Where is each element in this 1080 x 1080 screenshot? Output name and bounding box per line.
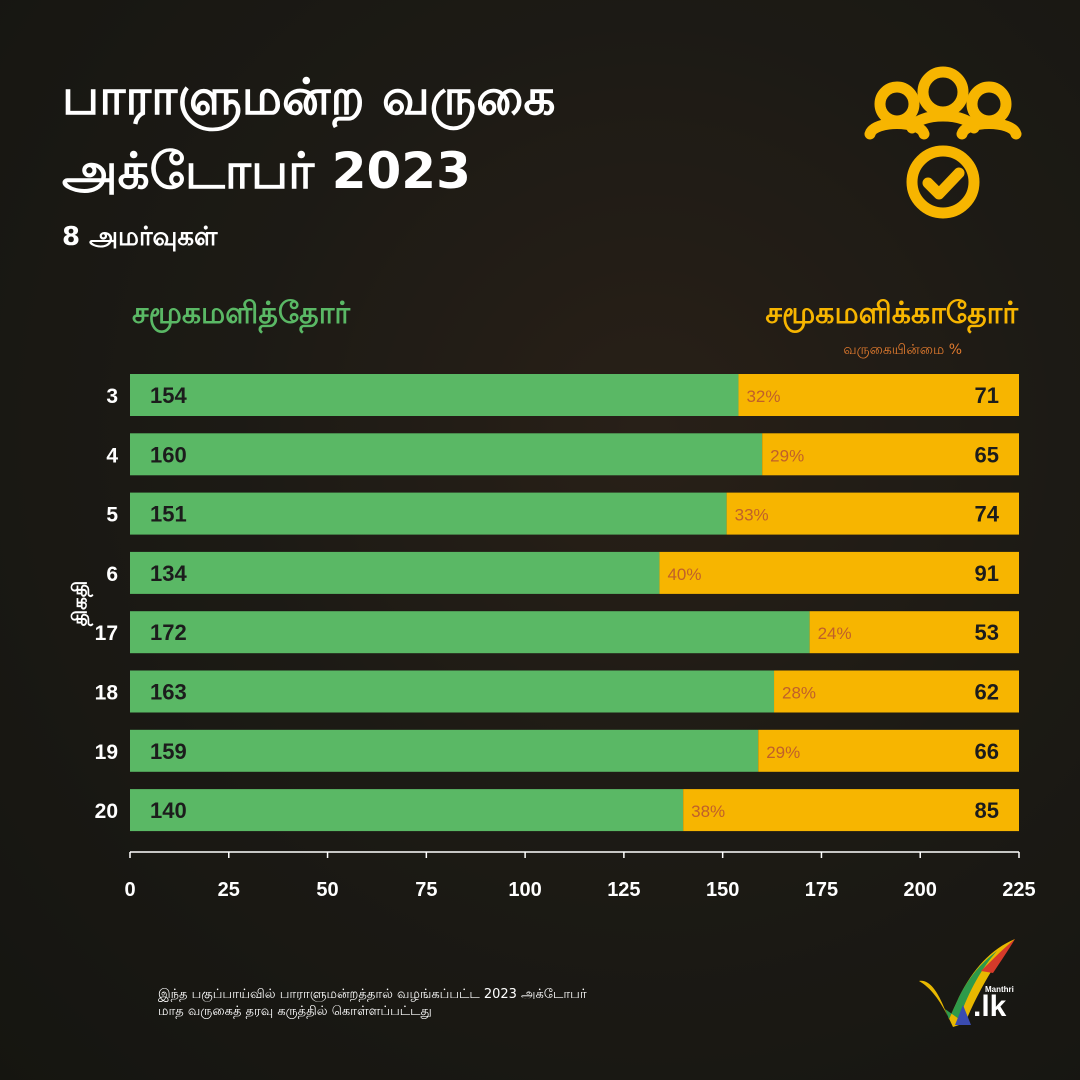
y-tick-label-3: 3 <box>106 385 118 408</box>
bar-absent-18 <box>774 670 1019 713</box>
attendance-people-icon <box>864 66 1022 219</box>
y-tick-label-5: 5 <box>106 504 118 527</box>
logo-brand-small: Manthri <box>985 985 1014 994</box>
absence-percent-3: 32% <box>746 387 780 406</box>
page-title: பாராளுமன்ற வருகை அக்டோபர் 2023 <box>62 60 555 208</box>
title-line-1: பாராளுமன்ற வருகை <box>62 68 556 126</box>
x-tick-label-225: 225 <box>1002 879 1035 901</box>
footnote: இந்த பகுப்பாய்வில் பாராளுமன்றத்தால் வழங்… <box>158 986 587 1020</box>
value-absent-20: 85 <box>975 798 999 823</box>
absence-percent-19: 29% <box>766 743 800 762</box>
value-absent-6: 91 <box>975 561 999 586</box>
x-tick-label-200: 200 <box>904 879 937 901</box>
bar-present-20 <box>130 789 684 832</box>
legend-absent-percent-label: வருகையின்மை % <box>843 342 962 358</box>
y-tick-label-4: 4 <box>106 444 118 467</box>
bar-absent-4 <box>762 433 1019 476</box>
bar-absent-19 <box>758 729 1019 772</box>
bar-absent-20 <box>683 789 1019 832</box>
x-tick-label-125: 125 <box>607 879 640 901</box>
manthri-logo-mark <box>919 939 1015 1027</box>
bar-present-4 <box>130 433 763 476</box>
sessions-count: 8 அமர்வுகள் <box>62 222 218 252</box>
footnote-line-1: இந்த பகுப்பாய்வில் பாராளுமன்றத்தால் வழங்… <box>158 987 587 1002</box>
y-tick-label-17: 17 <box>95 622 118 645</box>
footnote-line-2: மாத வருகைத் தரவு கருத்தில் கொள்ளப்பட்டது <box>158 1004 432 1019</box>
value-absent-18: 62 <box>975 680 999 705</box>
bar-absent-5 <box>726 492 1019 535</box>
legend-present: சமூகமளித்தோர் <box>132 296 351 331</box>
value-absent-19: 66 <box>975 739 999 764</box>
x-tick-label-50: 50 <box>316 879 338 901</box>
x-tick-label-75: 75 <box>415 879 437 901</box>
bar-present-3 <box>130 374 739 416</box>
x-tick-label-150: 150 <box>706 879 739 901</box>
bar-present-5 <box>130 492 727 535</box>
value-present-18: 163 <box>150 680 187 705</box>
absence-percent-20: 38% <box>691 802 725 821</box>
bar-present-6 <box>130 551 660 594</box>
bar-present-17 <box>130 611 810 654</box>
value-present-5: 151 <box>150 502 187 527</box>
y-tick-label-20: 20 <box>95 800 118 823</box>
bar-absent-6 <box>659 551 1019 594</box>
value-absent-3: 71 <box>975 383 999 408</box>
absence-percent-17: 24% <box>818 624 852 643</box>
value-present-17: 172 <box>150 620 187 645</box>
x-tick-label-25: 25 <box>218 879 240 901</box>
absence-percent-18: 28% <box>782 684 816 703</box>
value-present-3: 154 <box>150 383 187 408</box>
y-tick-label-19: 19 <box>95 741 118 764</box>
logo-brand-text: .lk <box>973 990 1007 1023</box>
value-present-20: 140 <box>150 798 187 823</box>
title-line-2: அக்டோபர் 2023 <box>62 142 471 200</box>
value-absent-4: 65 <box>975 442 999 467</box>
bar-present-19 <box>130 729 759 772</box>
value-present-6: 134 <box>150 561 187 586</box>
absence-percent-5: 33% <box>735 506 769 525</box>
bar-absent-17 <box>809 611 1019 654</box>
x-tick-label-175: 175 <box>805 879 838 901</box>
bar-absent-3 <box>738 374 1019 416</box>
value-present-4: 160 <box>150 442 187 467</box>
bar-present-18 <box>130 670 775 713</box>
value-present-19: 159 <box>150 739 187 764</box>
absence-percent-4: 29% <box>770 446 804 465</box>
y-tick-label-6: 6 <box>106 563 118 586</box>
absence-percent-6: 40% <box>667 565 701 584</box>
value-absent-17: 53 <box>975 620 999 645</box>
value-absent-5: 74 <box>975 502 1000 527</box>
x-tick-label-100: 100 <box>508 879 541 901</box>
y-tick-label-18: 18 <box>95 682 119 705</box>
legend-absent: சமூகமளிக்காதோர் <box>765 296 1018 331</box>
x-tick-label-0: 0 <box>124 879 135 901</box>
